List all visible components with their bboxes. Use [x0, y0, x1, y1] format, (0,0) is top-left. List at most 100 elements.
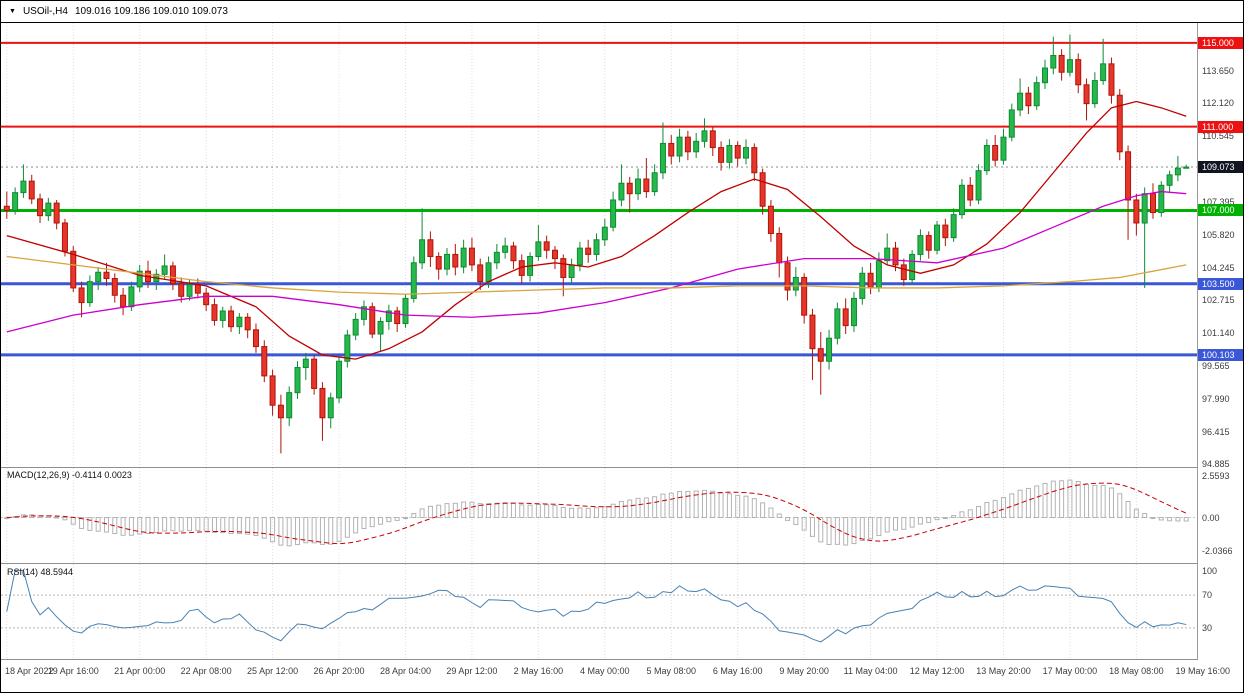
price-chart-canvas[interactable] — [1, 23, 1197, 467]
macd-histogram-bar — [843, 517, 849, 546]
candle — [1091, 72, 1098, 108]
time-tick-label: 26 Apr 20:00 — [313, 666, 365, 676]
macd-histogram-bar — [718, 492, 724, 519]
macd-histogram-bar — [162, 517, 168, 532]
macd-histogram-bar — [652, 496, 658, 519]
macd-histogram-bar — [386, 517, 392, 523]
candle — [45, 197, 52, 221]
macd-histogram-bar — [436, 504, 442, 519]
candle — [327, 392, 334, 429]
candle — [244, 313, 251, 339]
macd-histogram-bar — [917, 517, 923, 525]
candle — [194, 278, 201, 299]
macd-histogram-bar — [1175, 517, 1181, 522]
macd-histogram-bar — [145, 517, 151, 534]
ma-mid-magenta — [6, 190, 1187, 333]
macd-indicator-label: MACD(12,26,9) -0.4114 0.0023 — [7, 470, 132, 480]
macd-histogram-bar — [178, 517, 184, 532]
candle — [369, 302, 376, 339]
candle — [385, 304, 392, 330]
time-tick-label: 25 Apr 12:00 — [247, 666, 299, 676]
candle — [817, 331, 824, 395]
macd-histogram-bar — [726, 493, 732, 519]
macd-histogram-bar — [236, 517, 242, 535]
macd-histogram-bar — [527, 504, 533, 519]
candle — [95, 266, 102, 291]
candle — [1100, 38, 1107, 85]
macd-histogram-bar — [776, 513, 782, 519]
candle — [950, 208, 957, 242]
candle — [78, 281, 85, 318]
candle — [12, 187, 19, 215]
price-level-badge: 115.000 — [1198, 36, 1243, 49]
macd-histogram-bar — [303, 517, 309, 544]
time-tick-label: 12 May 12:00 — [909, 666, 965, 676]
panel-divider[interactable] — [1, 563, 1243, 564]
rsi-line — [6, 570, 1187, 643]
candle — [659, 122, 666, 180]
macd-histogram-bar — [494, 502, 500, 519]
macd-histogram-bar — [1009, 493, 1015, 519]
macd-histogram-bar — [851, 517, 857, 545]
macd-histogram-bar — [1075, 481, 1081, 519]
candle — [377, 317, 384, 351]
candle — [460, 239, 467, 274]
macd-name: MACD(12,26,9) — [7, 470, 70, 480]
macd-histogram-bar — [1133, 508, 1139, 519]
macd-histogram-bar — [62, 517, 68, 521]
chart-header: ▼ USOil-,H4 109.016 109.186 109.010 109.… — [1, 1, 1243, 23]
macd-histogram-bar — [1042, 482, 1048, 519]
macd-histogram-bar — [751, 498, 757, 519]
price-axis[interactable]: 113.650112.120110.545108.970107.395105.8… — [1198, 1, 1243, 660]
macd-histogram-bar — [245, 517, 251, 535]
macd-histogram-bar — [859, 517, 865, 542]
window-menu-icon[interactable]: ▼ — [9, 7, 16, 15]
macd-histogram-bar — [544, 504, 550, 519]
candle — [892, 241, 899, 272]
candle — [1066, 34, 1073, 77]
time-tick-label: 29 Apr 12:00 — [446, 666, 498, 676]
macd-histogram-bar — [710, 490, 716, 519]
candle — [751, 143, 758, 182]
price-tick-label: 104.245 — [1202, 263, 1235, 274]
macd-histogram-bar — [992, 499, 998, 519]
panel-divider[interactable] — [1, 467, 1243, 468]
candle — [1149, 183, 1156, 219]
rsi-indicator-label: RSI(14) 48.5944 — [7, 567, 73, 577]
candle — [37, 193, 44, 224]
candle — [236, 313, 243, 335]
rsi-panel-canvas[interactable] — [1, 564, 1197, 659]
macd-histogram-bar — [1084, 483, 1090, 519]
current-price-badge: 109.073 — [1198, 161, 1243, 174]
candle — [319, 382, 326, 441]
macd-histogram-bar — [926, 517, 932, 523]
macd-histogram-bar — [311, 517, 317, 544]
macd-histogram-bar — [635, 497, 641, 519]
candle — [618, 164, 625, 207]
candle — [286, 386, 293, 427]
candle — [826, 329, 833, 370]
macd-histogram-bar — [120, 517, 126, 536]
time-axis[interactable]: 18 Apr 2022 19 Apr 16:00 21 Apr 00:00 22 Ap… — [1, 660, 1243, 692]
candle — [776, 227, 783, 278]
macd-histogram-bar — [286, 517, 292, 547]
macd-histogram-bar — [402, 517, 408, 520]
macd-histogram-bar — [369, 517, 375, 528]
macd-histogram-bar — [70, 517, 76, 525]
macd-histogram-bar — [701, 489, 707, 519]
macd-histogram-bar — [461, 501, 467, 519]
candle — [1133, 193, 1140, 236]
ma-fast-red — [6, 100, 1187, 360]
macd-histogram-bar — [552, 505, 558, 519]
macd-histogram-bar — [419, 508, 425, 519]
candle — [20, 164, 27, 198]
candle — [3, 191, 10, 219]
candle — [684, 130, 691, 161]
candle — [917, 229, 924, 261]
macd-histogram-bar — [569, 507, 575, 519]
macd-panel-canvas[interactable] — [1, 468, 1197, 563]
candle — [867, 262, 874, 295]
candle — [468, 237, 475, 272]
candle — [767, 199, 774, 242]
candle — [701, 118, 708, 148]
